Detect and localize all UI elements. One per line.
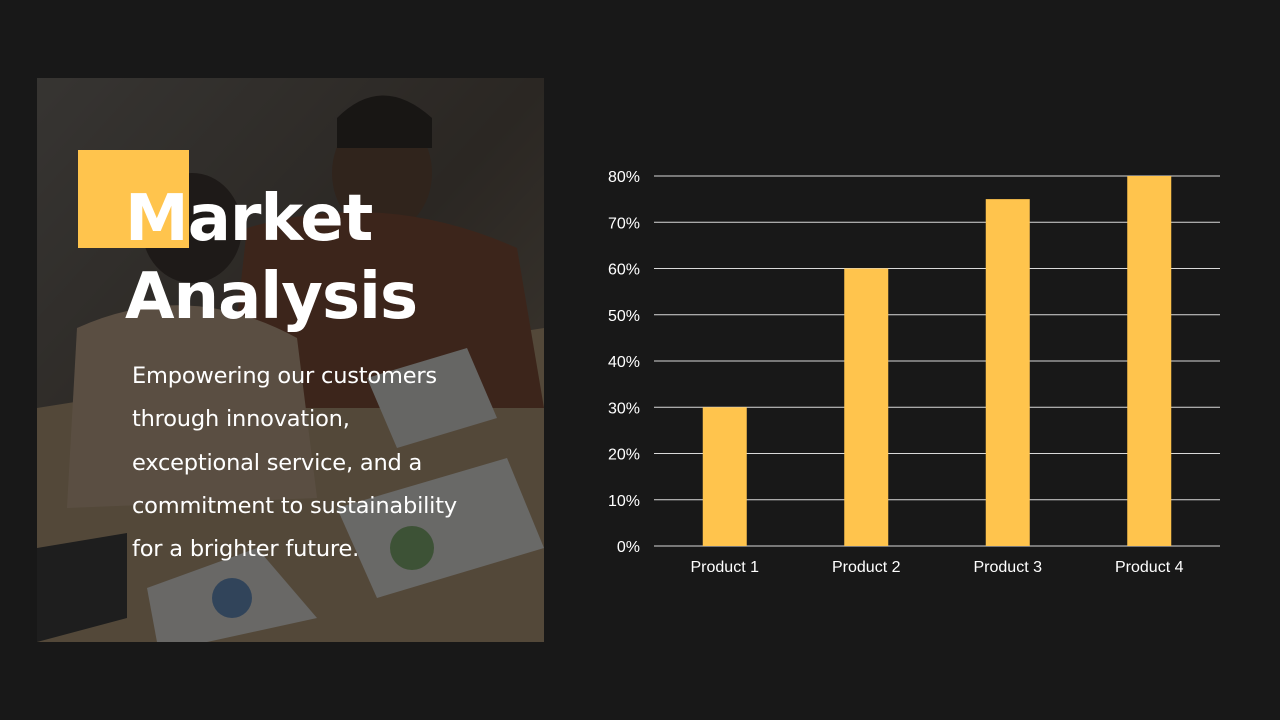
title-line-2: Analysis (125, 260, 418, 334)
y-tick-label: 0% (617, 539, 640, 556)
subtitle-line: for a brighter future. (132, 536, 360, 563)
subtitle-line: Empowering our customers (132, 363, 437, 389)
chart-bars (702, 176, 1172, 546)
subtitle: Empowering our customers through innovat… (132, 355, 512, 571)
bar-chart: 0%10%20%30%40%50%60%70%80% Product 1 Prod… (608, 169, 1220, 576)
x-tick-label: Product 1 (691, 559, 760, 576)
title-line-1: Market (125, 182, 373, 256)
y-tick-label: 30% (608, 400, 640, 417)
subtitle-line: commitment to sustainability (132, 492, 457, 519)
y-tick-label: 60% (608, 262, 640, 279)
page-title: Market Analysis (125, 180, 418, 336)
y-tick-label: 20% (608, 447, 640, 464)
accent-square (78, 150, 189, 248)
y-tick-label: 40% (608, 354, 640, 371)
x-tick-label: Product 4 (1115, 559, 1184, 576)
subtitle-line: exceptional service, and a (132, 449, 423, 476)
chart-x-axis: Product 1 Product 2 Product 3 Product 4 (691, 559, 1184, 576)
bar-4 (1127, 176, 1172, 546)
bar-1 (702, 407, 747, 546)
y-tick-label: 50% (608, 308, 640, 325)
subtitle-line: through innovation, (132, 406, 350, 433)
x-tick-label: Product 3 (974, 559, 1043, 576)
chart-gridlines (654, 175, 1220, 547)
business-meeting-photo (37, 78, 544, 642)
x-tick-label: Product 2 (832, 559, 901, 576)
y-tick-label: 80% (608, 169, 640, 186)
y-tick-label: 70% (608, 215, 640, 232)
chart-y-axis: 0% 10% 20% 30% 40% 50% 60% 70% 80% (608, 169, 640, 556)
y-tick-label: 10% (608, 493, 640, 510)
bar-3 (985, 199, 1030, 546)
bar-2 (844, 268, 889, 546)
